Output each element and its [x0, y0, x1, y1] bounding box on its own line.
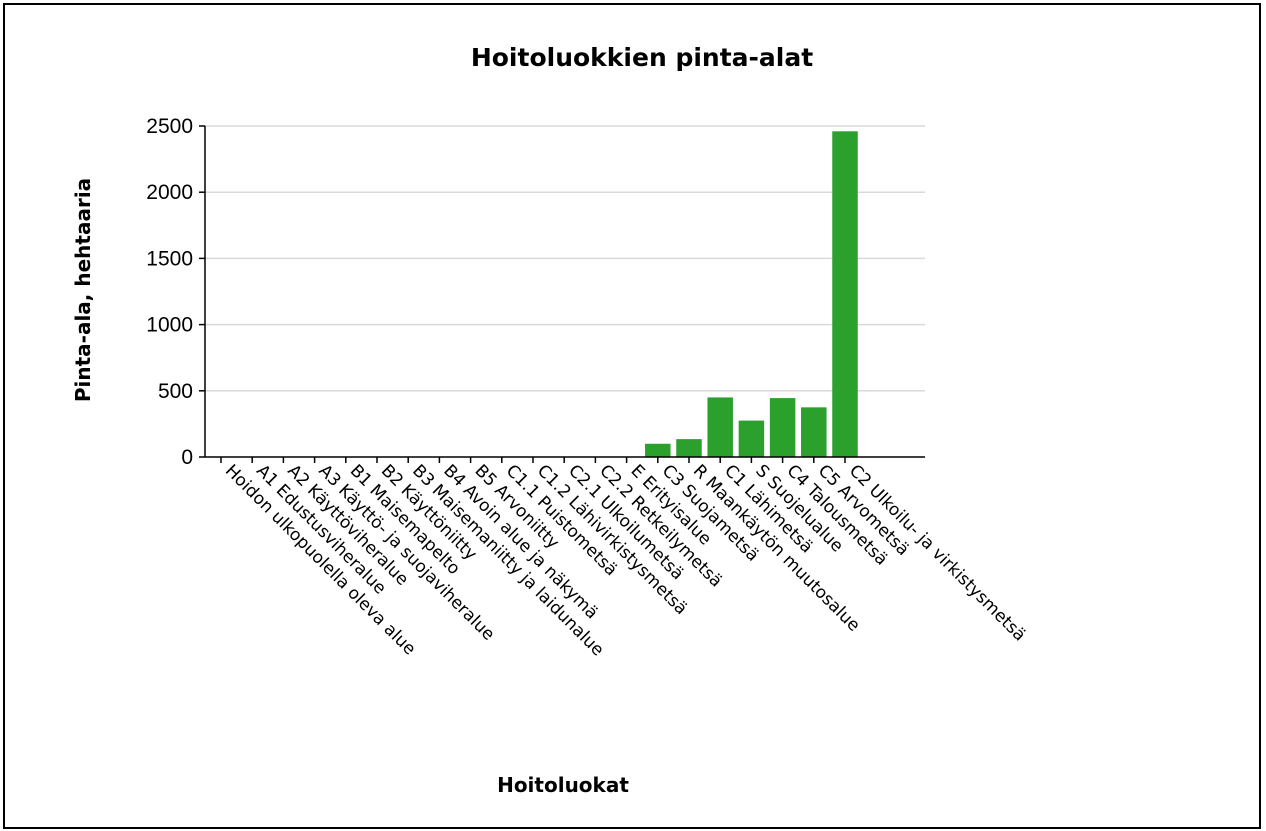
y-axis-label: Pinta-ala, hehtaaria [71, 178, 95, 402]
bars [645, 131, 858, 457]
y-axis-ticks: 0 500 1000 1500 2000 2500 [146, 115, 205, 469]
y-tick-label-3: 1500 [146, 247, 193, 270]
bar-15 [676, 439, 702, 457]
bar-14 [645, 443, 671, 457]
gridlines [205, 125, 925, 392]
bar-16 [707, 397, 733, 457]
bar-17 [738, 420, 765, 457]
y-tick-label-2: 1000 [146, 314, 193, 337]
y-tick-label-1: 500 [158, 380, 193, 403]
bar-19 [801, 407, 827, 457]
bar-18 [769, 398, 796, 457]
y-tick-label-5: 2500 [146, 115, 193, 138]
axes [204, 126, 925, 458]
x-axis-label: Hoitoluokat [497, 773, 629, 797]
chart-frame [3, 3, 1261, 829]
y-tick-label-0: 0 [181, 446, 193, 469]
y-tick-label-4: 2000 [146, 181, 193, 204]
chart-title: Hoitoluokkien pinta-alat [471, 43, 813, 72]
bar-20 [832, 131, 858, 457]
